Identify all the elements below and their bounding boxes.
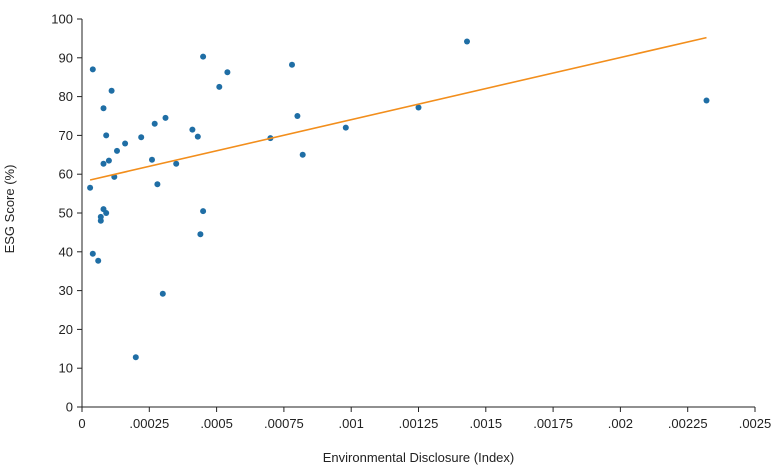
scatter-point [703,97,710,104]
axis-titles: Environmental Disclosure (Index) ESG Sco… [2,165,514,465]
scatter-point [464,38,470,45]
x-tick-label: .0015 [470,416,503,431]
x-tick-label: .0005 [200,416,233,431]
plot-marks [87,36,710,361]
x-axis-label: Environmental Disclosure (Index) [323,450,514,465]
scatter-point [294,113,301,119]
scatter-point [108,87,115,94]
x-tick-label: .001 [339,416,364,431]
x-tick-label: .00125 [399,416,439,431]
scatter-point [189,126,196,133]
y-tick-label: 20 [59,322,73,337]
x-tick-label: .00225 [668,416,708,431]
y-tick-label: 40 [59,244,73,259]
scatter-point [197,231,204,238]
scatter-point [200,53,207,60]
y-axis-label: ESG Score (%) [2,165,17,254]
y-tick-label: 50 [59,206,73,221]
y-tick-label: 90 [59,50,73,65]
y-tick-label: 70 [59,128,73,143]
fit-line [89,36,707,181]
scatter-point [194,133,201,140]
x-tick-label: .002 [608,416,633,431]
scatter-point [216,83,223,90]
x-tick-label: .00075 [264,416,304,431]
scatter-point [97,213,104,220]
y-tick-label: 80 [59,89,73,104]
scatter-point [100,160,107,167]
scatter-point [87,184,94,191]
scatter-point [415,104,422,111]
scatter-point [122,140,129,147]
scatter-point [159,290,166,297]
scatter-point [224,69,231,76]
scatter-point [149,156,155,163]
scatter-point [95,257,102,264]
scatter-point [103,210,110,216]
x-tick-label: .0025 [739,416,772,431]
axes: 0 10 20 30 40 50 60 70 80 90 100 0 .00025 .0005 .00075… [51,12,771,432]
scatter-point [173,160,180,167]
scatter-point [289,61,295,68]
scatter-point [342,124,349,131]
y-tick-label: 0 [66,400,73,415]
scatter-point [151,120,158,127]
x-tick-label: .00175 [533,416,573,431]
scatter-point [138,134,145,141]
scatter-point [132,354,139,361]
scatter-point [114,147,120,154]
y-tick-label: 60 [59,167,73,182]
scatter-point [162,114,169,121]
scatter-point [89,66,96,73]
y-tick-label: 10 [59,361,73,376]
scatter-point [103,132,110,139]
x-tick-label: .00025 [129,416,169,431]
scatter-point [89,250,96,257]
scatter-point [200,208,207,215]
scatter-point [299,151,306,158]
scatter-point [100,105,107,112]
scatter-point [105,157,112,164]
y-tick-label: 30 [59,283,73,298]
y-tick-label: 100 [51,12,73,27]
scatter-point [154,181,161,188]
x-tick-label: 0 [78,416,85,431]
